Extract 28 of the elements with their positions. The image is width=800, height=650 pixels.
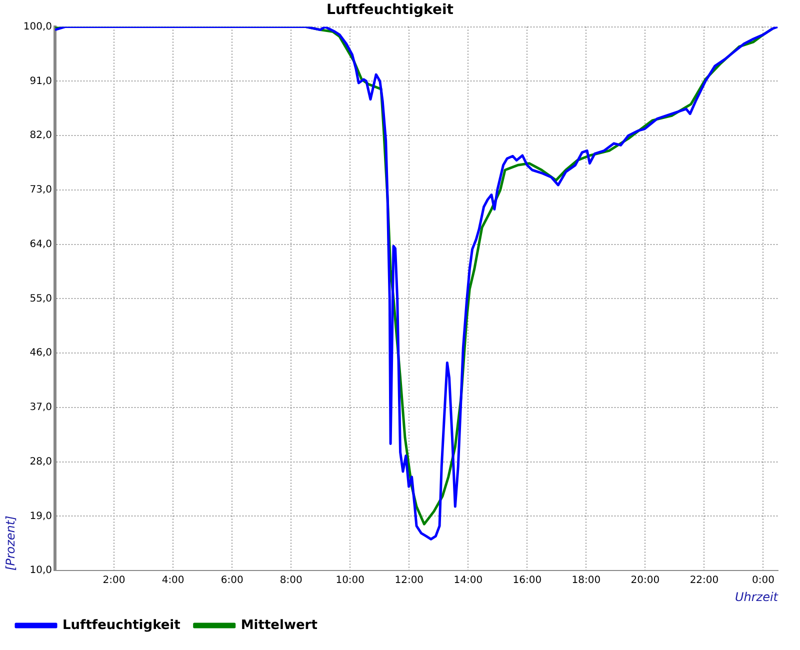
y-tick-label: 19,0 <box>30 510 52 522</box>
y-tick-label: 64,0 <box>30 238 52 250</box>
x-tick-label: 10:00 <box>336 575 365 586</box>
y-tick-label: 37,0 <box>30 402 52 414</box>
y-tick-label: 28,0 <box>30 456 52 468</box>
x-tick-label: 16:00 <box>512 575 542 586</box>
y-tick-label: 46,0 <box>30 348 52 359</box>
x-tick-label: 6:00 <box>220 575 244 586</box>
y-tick-label: 73,0 <box>30 184 52 196</box>
y-tick-label: 10,0 <box>30 565 52 576</box>
x-tick-label: 12:00 <box>394 575 424 586</box>
x-tick-label: 2:00 <box>102 575 126 586</box>
legend-label: Mittelwert <box>240 618 318 633</box>
x-tick-label: 0:00 <box>752 575 774 586</box>
legend-label: Luftfeuchtigkeit <box>62 618 180 633</box>
y-tick-label: 91,0 <box>30 76 52 87</box>
y-tick-label: 82,0 <box>30 130 52 142</box>
x-tick-label: 22:00 <box>690 575 719 586</box>
y-tick-label: 55,0 <box>30 293 52 304</box>
x-tick-label: 18:00 <box>572 575 601 586</box>
x-axis-title: Uhrzeit <box>734 590 780 604</box>
y-tick-label: 100,0 <box>23 21 52 32</box>
x-tick-label: 14:00 <box>454 575 483 586</box>
x-tick-label: 8:00 <box>280 575 302 586</box>
chart-title: Luftfeuchtigkeit <box>326 2 454 18</box>
x-tick-label: 4:00 <box>162 575 184 586</box>
y-axis-title: [Prozent] <box>3 515 18 571</box>
x-tick-label: 20:00 <box>630 575 660 586</box>
